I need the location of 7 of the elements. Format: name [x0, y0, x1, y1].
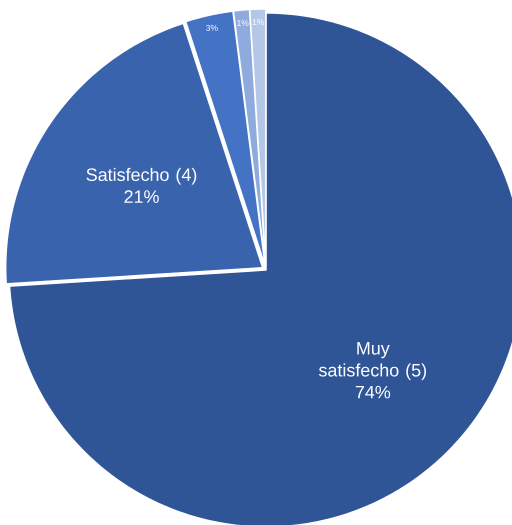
- data-label: 1%: [237, 20, 248, 26]
- data-label: 74%: [356, 386, 390, 398]
- data-label: 3%: [206, 24, 218, 31]
- data-label: 21%: [124, 190, 159, 203]
- data-label: 1%: [252, 19, 264, 25]
- slice-label: Satisfecho (4): [86, 168, 196, 185]
- slice-label: Muy satisfecho (5): [318, 342, 426, 380]
